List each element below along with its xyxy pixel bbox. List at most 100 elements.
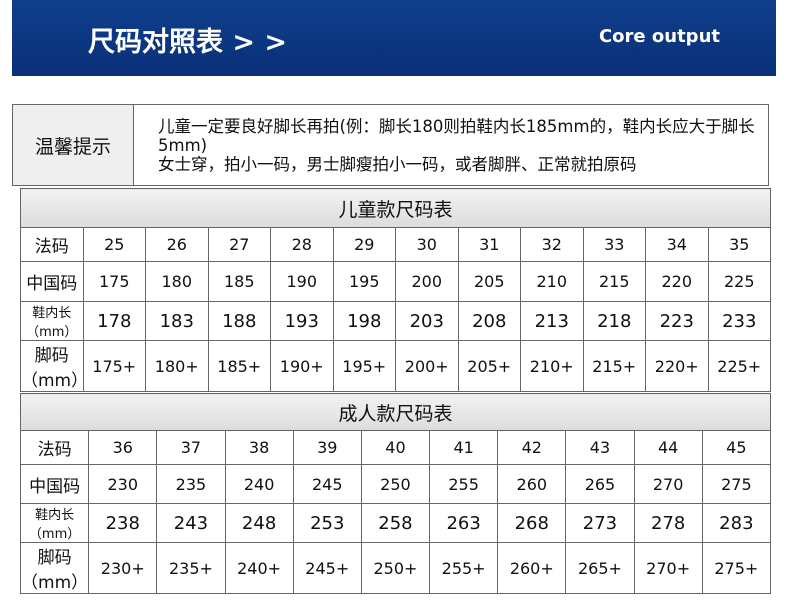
table-title: 儿童款尺码表 — [20, 188, 771, 228]
size-cell: 193 — [270, 301, 334, 341]
size-cell: 263 — [429, 503, 499, 543]
size-cell: 29 — [332, 227, 396, 262]
size-cell: 175+ — [82, 340, 146, 392]
size-cell: 205+ — [457, 340, 521, 392]
size-cell: 37 — [156, 430, 226, 465]
size-cell: 243 — [156, 503, 226, 543]
size-cell: 203 — [395, 301, 459, 341]
size-cell: 250+ — [360, 542, 431, 594]
size-cell: 185 — [207, 261, 271, 302]
size-cell: 200 — [395, 261, 459, 302]
adults-table: 成人款尺码表 法码 36 37 38 39 40 41 42 43 44 45 中国码 230 235 240… — [19, 393, 772, 594]
size-row: 法码 25 26 27 28 29 30 31 32 33 34 35 — [20, 227, 771, 262]
size-cell: 33 — [582, 227, 646, 262]
size-cell: 253 — [292, 503, 362, 543]
title-row: 成人款尺码表 — [20, 393, 771, 431]
size-row: 脚码（mm） 230+ 235+ 240+ 245+ 250+ 255+ 260+ 265+ 27… — [19, 542, 772, 594]
size-cell: 43 — [565, 430, 635, 465]
size-cell: 265 — [565, 464, 635, 504]
size-cell: 268 — [497, 503, 567, 543]
size-cell: 28 — [270, 227, 334, 262]
size-cell: 175 — [82, 261, 146, 302]
tip-label: 温馨提示 — [12, 104, 134, 186]
size-cell: 183 — [145, 301, 209, 341]
size-cell: 188 — [207, 301, 271, 341]
tip-line: 儿童一定要良好脚长再拍(例：脚长180则拍鞋内长185mm的，鞋内长应大于脚长5… — [158, 116, 755, 155]
size-cell: 270 — [633, 464, 703, 504]
size-cell: 190+ — [270, 340, 334, 392]
size-cell: 41 — [429, 430, 499, 465]
size-cell: 275+ — [701, 542, 772, 594]
kids-table: 儿童款尺码表 法码 25 26 27 28 29 30 31 32 33 34 35 中国码 175 180 1… — [20, 188, 771, 392]
size-row: 法码 36 37 38 39 40 41 42 43 44 45 — [19, 430, 772, 465]
size-cell: 25 — [82, 227, 146, 262]
size-cell: 31 — [457, 227, 521, 262]
size-cell: 210 — [520, 261, 584, 302]
size-cell: 258 — [360, 503, 431, 543]
header-title: 尺码对照表 > > — [88, 27, 288, 58]
size-cell: 36 — [88, 430, 158, 465]
size-cell: 27 — [207, 227, 271, 262]
size-cell: 32 — [520, 227, 584, 262]
size-cell: 220 — [645, 261, 709, 302]
size-row: 中国码 175 180 185 190 195 200 205 210 215 220 225 — [20, 261, 771, 302]
size-cell: 35 — [707, 227, 771, 262]
size-cell: 38 — [224, 430, 294, 465]
size-cell: 198 — [332, 301, 396, 341]
size-cell: 240+ — [224, 542, 294, 594]
size-cell: 230 — [88, 464, 158, 504]
size-cell: 200+ — [395, 340, 459, 392]
size-cell: 45 — [701, 430, 772, 465]
size-cell: 185+ — [207, 340, 271, 392]
size-cell: 180+ — [145, 340, 209, 392]
size-cell: 273 — [565, 503, 635, 543]
size-cell: 225+ — [707, 340, 771, 392]
size-cell: 215+ — [582, 340, 646, 392]
size-cell: 245+ — [292, 542, 362, 594]
size-cell: 180 — [145, 261, 209, 302]
size-cell: 278 — [633, 503, 703, 543]
tip-text: 儿童一定要良好脚长再拍(例：脚长180则拍鞋内长185mm的，鞋内长应大于脚长5… — [133, 104, 769, 186]
row-label: 鞋内长（mm） — [19, 503, 90, 543]
size-cell: 235 — [156, 464, 226, 504]
size-cell: 235+ — [156, 542, 226, 594]
row-label: 脚码（mm） — [19, 542, 90, 594]
size-cell: 39 — [292, 430, 362, 465]
header-subtitle: Core output — [598, 26, 720, 47]
size-cell: 238 — [88, 503, 158, 543]
size-row: 脚码（mm） 175+ 180+ 185+ 190+ 195+ 200+ 205+ 210+ 21… — [20, 340, 771, 392]
row-label: 法码 — [19, 430, 90, 465]
tip-line: 女士穿，拍小一码，男士脚瘦拍小一码，或者脚胖、正常就拍原码 — [158, 154, 637, 174]
tip-table: 温馨提示 儿童一定要良好脚长再拍(例：脚长180则拍鞋内长185mm的，鞋内长应… — [12, 104, 769, 186]
size-row: 鞋内长（mm） 238 243 248 253 258 263 268 273 278 283 — [19, 503, 772, 543]
size-cell: 210+ — [520, 340, 584, 392]
row-label: 中国码 — [20, 261, 84, 302]
size-cell: 265+ — [565, 542, 635, 594]
row-label: 法码 — [20, 227, 84, 262]
size-cell: 208 — [457, 301, 521, 341]
size-row: 鞋内长（mm） 178 183 188 193 198 203 208 213 218 223 233 — [20, 301, 771, 341]
size-cell: 42 — [497, 430, 567, 465]
size-cell: 215 — [582, 261, 646, 302]
table-title: 成人款尺码表 — [20, 393, 771, 431]
size-row: 中国码 230 235 240 245 250 255 260 265 270 275 — [19, 464, 772, 504]
size-cell: 260+ — [497, 542, 567, 594]
size-cell: 255+ — [429, 542, 499, 594]
size-cell: 283 — [701, 503, 772, 543]
row-label: 中国码 — [19, 464, 90, 504]
size-cell: 220+ — [645, 340, 709, 392]
size-cell: 275 — [701, 464, 772, 504]
size-cell: 195+ — [332, 340, 396, 392]
size-cell: 218 — [582, 301, 646, 341]
size-cell: 223 — [645, 301, 709, 341]
row-label: 鞋内长（mm） — [20, 301, 84, 341]
size-cell: 40 — [360, 430, 431, 465]
size-cell: 270+ — [633, 542, 703, 594]
size-cell: 26 — [145, 227, 209, 262]
size-cell: 240 — [224, 464, 294, 504]
size-cell: 190 — [270, 261, 334, 302]
size-cell: 260 — [497, 464, 567, 504]
size-cell: 44 — [633, 430, 703, 465]
row-label: 脚码（mm） — [20, 340, 88, 392]
